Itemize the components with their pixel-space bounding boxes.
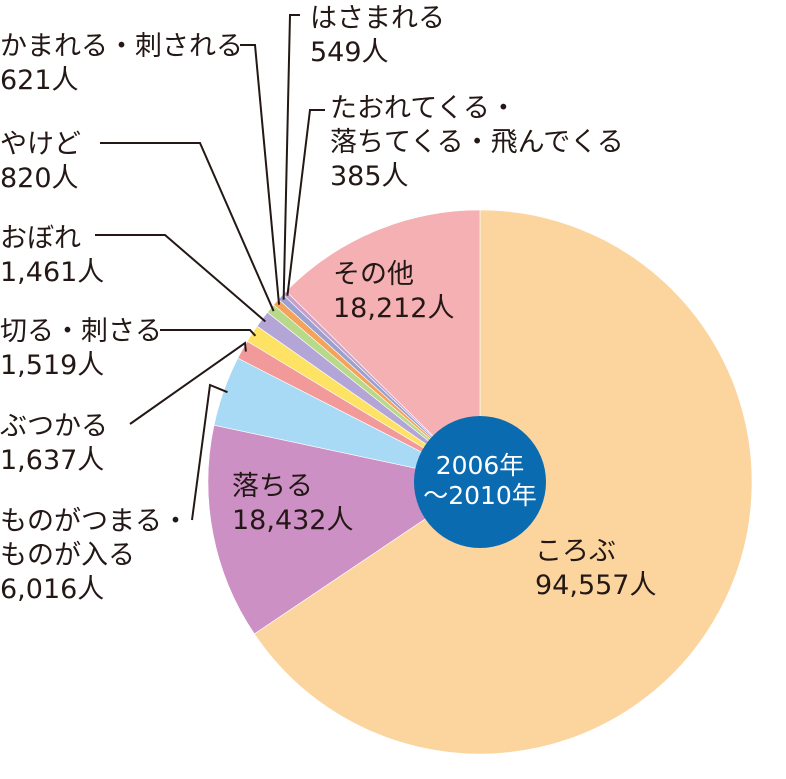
slice-label: やけど 820人 <box>0 128 81 196</box>
slice-label: おぼれ 1,461人 <box>0 222 104 290</box>
slice-label: 落ちる 18,432人 <box>232 470 353 538</box>
slice-label: はさまれる 549人 <box>310 2 445 70</box>
slice-label: たおれてくる・ 落ちてくる・飛んでくる 385人 <box>330 92 624 194</box>
category-name: 落ちる <box>232 471 313 502</box>
slice-label: ものがつまる・ ものが入る 6,016人 <box>0 505 189 607</box>
value-label: 94,557人 <box>535 570 657 601</box>
category-name: その他 <box>333 259 414 290</box>
leader-line <box>286 109 325 296</box>
value-label: 18,432人 <box>232 505 354 536</box>
slice-label: ぶつかる 1,637人 <box>0 410 108 478</box>
leader-line <box>129 341 247 425</box>
category-name: はさまれる <box>310 3 445 34</box>
slice-label: 切る・刺さる 1,519人 <box>0 315 162 383</box>
center-label: 2006年 〜2010年 <box>423 451 537 510</box>
value-label: 6,016人 <box>0 574 105 605</box>
value-label: 1,637人 <box>0 445 105 476</box>
category-name: ぶつかる <box>0 411 108 442</box>
value-label: 1,519人 <box>0 350 105 381</box>
category-name: やけど <box>0 129 81 160</box>
leader-line <box>191 383 228 521</box>
category-name: ものがつまる・ ものが入る <box>0 506 189 571</box>
category-name: たおれてくる・ 落ちてくる・飛んでくる <box>330 93 624 158</box>
category-name: 切る・刺さる <box>0 316 162 347</box>
pie-slice <box>285 209 481 483</box>
value-label: 820人 <box>0 163 79 194</box>
value-label: 621人 <box>0 65 79 96</box>
slice-label: ころぶ 94,557人 <box>535 535 656 603</box>
leader-line <box>240 44 281 305</box>
value-label: 385人 <box>330 161 409 192</box>
leader-line <box>95 234 267 323</box>
value-label: 18,212人 <box>333 293 455 324</box>
value-label: 1,461人 <box>0 257 105 288</box>
category-name: おぼれ <box>0 223 81 254</box>
value-label: 549人 <box>310 37 389 68</box>
leader-line <box>100 142 275 312</box>
slice-label: その他 18,212人 <box>333 258 454 326</box>
center-circle <box>414 416 546 548</box>
category-name: ころぶ <box>535 536 616 567</box>
leader-line <box>282 14 300 300</box>
pie-slice <box>207 424 481 635</box>
leader-line <box>160 329 257 337</box>
category-name: かまれる・刺される <box>0 31 243 62</box>
slice-label: かまれる・刺される 621人 <box>0 30 243 98</box>
